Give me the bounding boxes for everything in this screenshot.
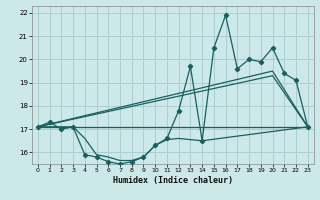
X-axis label: Humidex (Indice chaleur): Humidex (Indice chaleur)	[113, 176, 233, 185]
